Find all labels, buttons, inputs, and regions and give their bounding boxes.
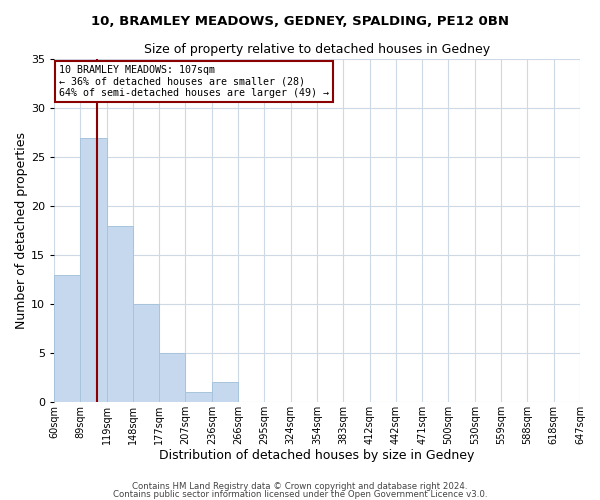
Bar: [185, 392, 212, 402]
Text: 10 BRAMLEY MEADOWS: 107sqm
← 36% of detached houses are smaller (28)
64% of semi: 10 BRAMLEY MEADOWS: 107sqm ← 36% of deta…: [59, 64, 329, 98]
Bar: [133, 304, 159, 402]
Text: Contains public sector information licensed under the Open Government Licence v3: Contains public sector information licen…: [113, 490, 487, 499]
Text: 10, BRAMLEY MEADOWS, GEDNEY, SPALDING, PE12 0BN: 10, BRAMLEY MEADOWS, GEDNEY, SPALDING, P…: [91, 15, 509, 28]
Text: Contains HM Land Registry data © Crown copyright and database right 2024.: Contains HM Land Registry data © Crown c…: [132, 482, 468, 491]
Title: Size of property relative to detached houses in Gedney: Size of property relative to detached ho…: [144, 42, 490, 56]
Bar: [159, 353, 185, 402]
Bar: [54, 274, 80, 402]
Bar: [107, 226, 133, 402]
X-axis label: Distribution of detached houses by size in Gedney: Distribution of detached houses by size …: [159, 450, 475, 462]
Y-axis label: Number of detached properties: Number of detached properties: [15, 132, 28, 329]
Bar: [212, 382, 238, 402]
Bar: [80, 138, 107, 402]
